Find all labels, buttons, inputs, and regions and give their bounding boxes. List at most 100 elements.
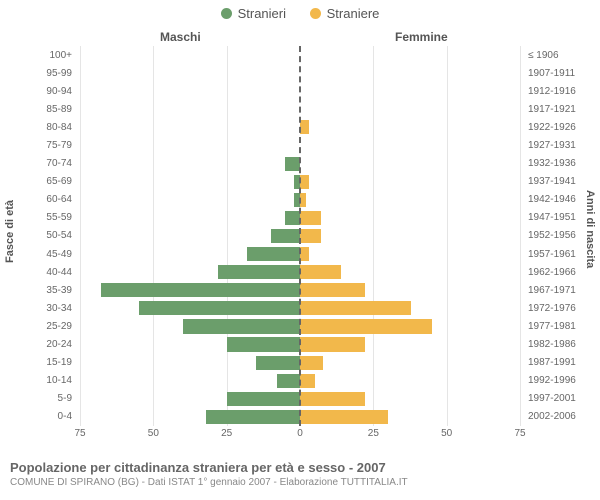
column-header-female: Femmine <box>395 30 448 44</box>
bar-row-female <box>300 354 520 372</box>
y-axis-left-labels: 0-45-910-1415-1920-2425-2930-3435-3940-4… <box>0 46 76 426</box>
center-line <box>299 46 301 426</box>
bar-female <box>300 319 432 333</box>
bar-male <box>227 392 300 406</box>
legend: Stranieri Straniere <box>0 6 600 22</box>
birth-year-label: 1947-1951 <box>524 209 600 227</box>
bar-male <box>285 211 300 225</box>
bar-female <box>300 120 309 134</box>
bar-row-male <box>80 191 300 209</box>
chart-subtitle: COMUNE DI SPIRANO (BG) - Dati ISTAT 1° g… <box>10 477 590 488</box>
bar-row-male <box>80 263 300 281</box>
bar-row-female <box>300 390 520 408</box>
bar-row-male <box>80 209 300 227</box>
birth-year-label: 1987-1991 <box>524 354 600 372</box>
bar-female <box>300 283 365 297</box>
bar-row-male <box>80 354 300 372</box>
birth-year-label: 1982-1986 <box>524 336 600 354</box>
birth-year-label: 1917-1921 <box>524 100 600 118</box>
bar-row-female <box>300 336 520 354</box>
birth-year-label: 1957-1961 <box>524 245 600 263</box>
bar-female <box>300 410 388 424</box>
birth-year-label: 1932-1936 <box>524 155 600 173</box>
x-tick-label: 0 <box>297 428 303 439</box>
bar-male <box>285 157 300 171</box>
x-tick-label: 75 <box>514 428 525 439</box>
birth-year-label: 1977-1981 <box>524 317 600 335</box>
bar-row-male <box>80 372 300 390</box>
age-band-label: 40-44 <box>0 263 76 281</box>
age-band-label: 30-34 <box>0 299 76 317</box>
age-band-label: 5-9 <box>0 390 76 408</box>
age-band-label: 70-74 <box>0 155 76 173</box>
bar-row-male <box>80 100 300 118</box>
bar-male <box>183 319 300 333</box>
bar-row-male <box>80 46 300 64</box>
bar-row-male <box>80 118 300 136</box>
age-band-label: 45-49 <box>0 245 76 263</box>
birth-year-label: 1937-1941 <box>524 173 600 191</box>
age-band-label: 35-39 <box>0 281 76 299</box>
bar-female <box>300 337 365 351</box>
age-band-label: 75-79 <box>0 136 76 154</box>
birth-year-label: 1972-1976 <box>524 299 600 317</box>
bar-row-male <box>80 64 300 82</box>
age-band-label: 0-4 <box>0 408 76 426</box>
bar-male <box>206 410 300 424</box>
bar-row-female <box>300 64 520 82</box>
x-tick-label: 50 <box>441 428 452 439</box>
x-tick-label: 25 <box>221 428 232 439</box>
bar-row-female <box>300 317 520 335</box>
bar-row-female <box>300 227 520 245</box>
bars-male <box>80 46 300 426</box>
bar-row-female <box>300 82 520 100</box>
bar-row-male <box>80 390 300 408</box>
age-band-label: 100+ <box>0 46 76 64</box>
age-band-label: 80-84 <box>0 118 76 136</box>
bar-row-male <box>80 173 300 191</box>
bar-row-female <box>300 372 520 390</box>
bar-female <box>300 374 315 388</box>
bar-row-female <box>300 281 520 299</box>
legend-swatch-male <box>221 8 232 19</box>
bar-female <box>300 247 309 261</box>
birth-year-label: 1997-2001 <box>524 390 600 408</box>
bar-row-male <box>80 82 300 100</box>
bar-row-female <box>300 136 520 154</box>
bar-row-female <box>300 155 520 173</box>
age-band-label: 25-29 <box>0 317 76 335</box>
birth-year-label: 1912-1916 <box>524 82 600 100</box>
birth-year-label: ≤ 1906 <box>524 46 600 64</box>
bar-row-female <box>300 100 520 118</box>
bar-row-male <box>80 408 300 426</box>
age-band-label: 65-69 <box>0 173 76 191</box>
bar-row-female <box>300 299 520 317</box>
age-band-label: 85-89 <box>0 100 76 118</box>
birth-year-label: 1927-1931 <box>524 136 600 154</box>
legend-item-female: Straniere <box>310 6 380 21</box>
bar-male <box>256 356 300 370</box>
grid-line <box>520 46 521 426</box>
bar-male <box>101 283 300 297</box>
bar-female <box>300 211 321 225</box>
chart-container: Stranieri Straniere Maschi Femmine Fasce… <box>0 0 600 500</box>
birth-year-label: 2002-2006 <box>524 408 600 426</box>
birth-year-label: 1922-1926 <box>524 118 600 136</box>
age-band-label: 95-99 <box>0 64 76 82</box>
bar-row-female <box>300 245 520 263</box>
birth-year-label: 1992-1996 <box>524 372 600 390</box>
birth-year-label: 1962-1966 <box>524 263 600 281</box>
x-tick-label: 50 <box>148 428 159 439</box>
bar-row-male <box>80 155 300 173</box>
bar-male <box>271 229 300 243</box>
bar-male <box>218 265 300 279</box>
age-band-label: 20-24 <box>0 336 76 354</box>
bar-row-male <box>80 317 300 335</box>
birth-year-label: 1967-1971 <box>524 281 600 299</box>
footer: Popolazione per cittadinanza straniera p… <box>10 460 590 488</box>
bar-row-female <box>300 263 520 281</box>
bar-male <box>227 337 300 351</box>
bar-male <box>247 247 300 261</box>
plot-area <box>80 46 520 426</box>
bar-row-female <box>300 191 520 209</box>
